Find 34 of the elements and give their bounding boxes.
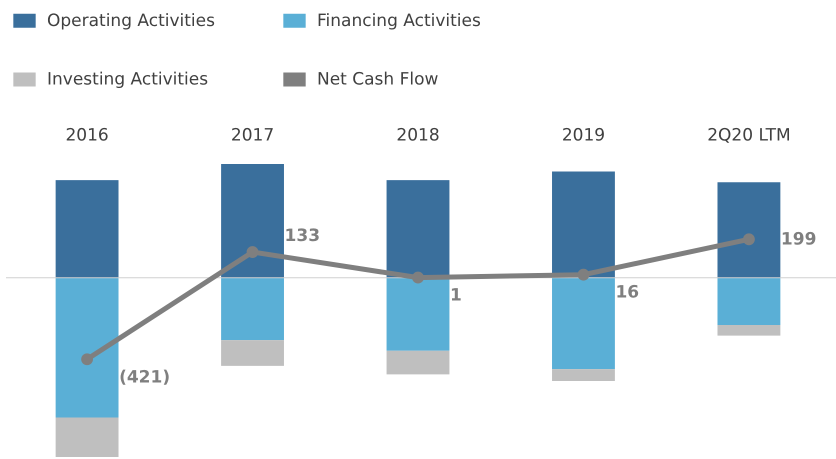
- data-label: 133: [284, 226, 320, 246]
- bar: [717, 182, 780, 278]
- bar: [552, 172, 615, 278]
- bar: [56, 180, 119, 278]
- bar: [717, 278, 780, 326]
- legend-label: Net Cash Flow: [317, 70, 438, 90]
- data-label: 16: [615, 282, 640, 303]
- x-tick-label: 2018: [396, 126, 440, 146]
- point: [412, 272, 424, 284]
- legend-label: Financing Activities: [317, 10, 481, 31]
- data-label: (421): [119, 367, 170, 388]
- x-tick-label: 2016: [65, 126, 109, 146]
- bar: [386, 278, 450, 351]
- bar: [221, 340, 284, 366]
- bar: [221, 278, 284, 340]
- point: [578, 268, 590, 281]
- bar: [717, 325, 780, 336]
- bar: [56, 278, 119, 418]
- point: [743, 233, 755, 246]
- bar: [221, 164, 284, 278]
- x-tick-label: 2019: [562, 126, 606, 146]
- bar: [56, 418, 119, 457]
- legend-label: Operating Activities: [47, 10, 216, 31]
- bar: [386, 180, 450, 278]
- bar: [552, 278, 615, 370]
- point: [246, 246, 258, 258]
- data-label: 199: [780, 229, 816, 250]
- x-tick-label: 2017: [230, 126, 274, 146]
- x-tick-label: 2Q20 LTM: [707, 126, 791, 146]
- data-label: 1: [450, 286, 462, 306]
- bar: [386, 350, 450, 374]
- legend-label: Investing Activities: [47, 70, 208, 90]
- bar: [552, 369, 615, 381]
- point: [81, 353, 93, 366]
